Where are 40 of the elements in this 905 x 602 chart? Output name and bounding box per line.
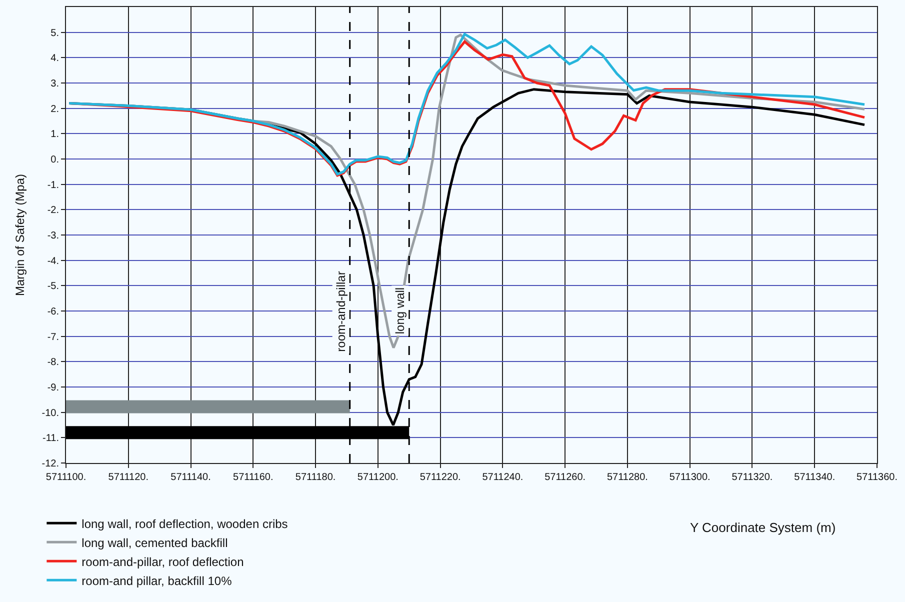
x-tick-label: 5711160. (233, 472, 274, 483)
y-tick-label: -9. (47, 382, 59, 394)
legend-label: room-and-pillar, roof deflection (82, 554, 244, 569)
y-tick-label: 3. (50, 78, 59, 90)
y-tick-label: 4. (50, 53, 59, 64)
y-tick-label: 0. (50, 154, 59, 166)
x-tick-label: 5711120. (108, 472, 148, 483)
y-tick-label: -7. (47, 332, 59, 343)
x-tick-label: 5711100. (46, 472, 86, 483)
y-tick-label: -8. (47, 357, 59, 368)
x-tick-label: 5711320. (732, 472, 773, 483)
x-tick-label: 5711340. (794, 472, 836, 483)
y-tick-label: -2. (47, 205, 59, 216)
x-tick-label: 5711200. (357, 472, 398, 483)
legend-label: long wall, roof deflection, wooden cribs (82, 516, 288, 531)
x-tick-label: 5711360. (856, 472, 898, 483)
y-tick-label: -11. (42, 433, 59, 444)
y-tick-label: 2. (50, 104, 59, 115)
x-tick-label: 5711140. (170, 472, 211, 483)
y-tick-label: -10. (42, 408, 59, 419)
legend-label: long wall, cemented backfill (82, 536, 228, 550)
x-tick-label: 5711180. (295, 472, 336, 483)
y-tick-label: -1. (47, 180, 59, 191)
x-axis-title: Y Coordinate System (m) (690, 520, 836, 535)
x-tick-label: 5711280. (606, 472, 648, 483)
x-tick-label: 5711260. (544, 472, 586, 483)
ref-line-label: long wall (393, 287, 408, 334)
x-tick-label: 5711220. (420, 472, 461, 483)
y-tick-label: -12. (42, 458, 59, 470)
y-axis-title: Margin of Safety (Mpa) (13, 174, 28, 296)
y-tick-label: -6. (47, 306, 59, 318)
x-tick-label: 5711240. (482, 472, 524, 483)
ref-line-label: room-and-pillar (334, 271, 348, 352)
y-tick-label: -3. (47, 230, 59, 242)
x-tick-label: 5711300. (669, 472, 710, 483)
legend-label: room-and pillar, backfill 10% (82, 574, 232, 588)
y-tick-label: -4. (47, 256, 59, 267)
y-tick-label: 5. (50, 28, 59, 39)
y-tick-label: 1. (50, 129, 59, 140)
y-tick-label: -5. (47, 281, 59, 292)
